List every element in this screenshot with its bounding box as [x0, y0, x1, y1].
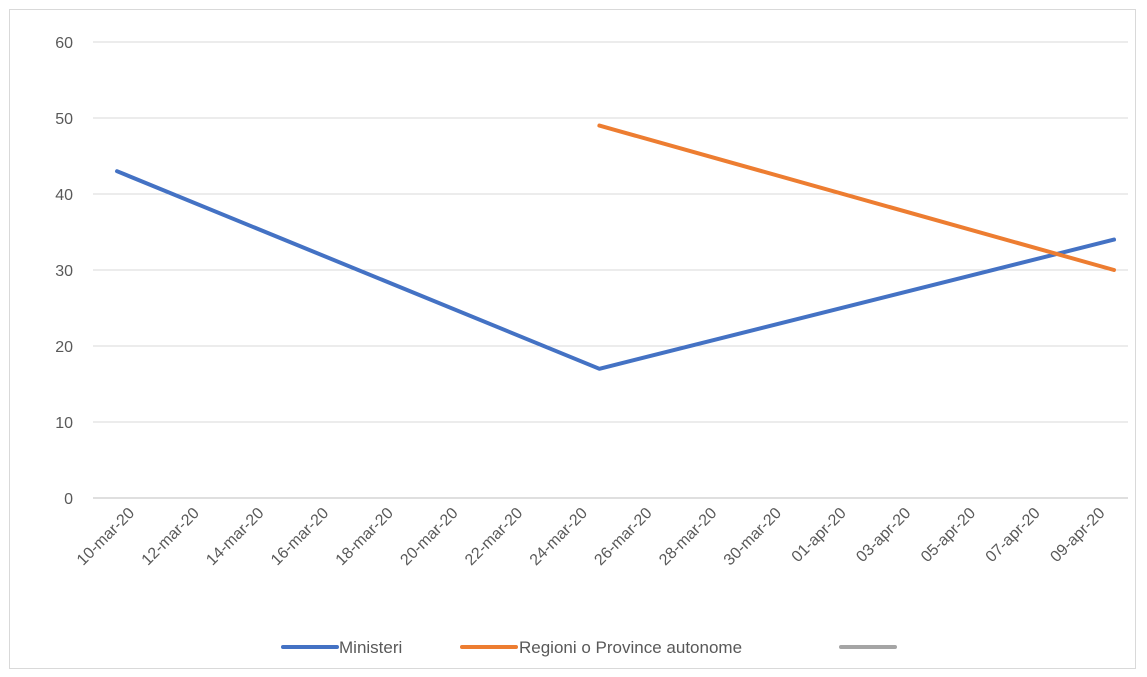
x-tick-label: 26-mar-20 — [591, 505, 655, 569]
x-tick-label: 12-mar-20 — [139, 505, 203, 569]
x-tick-label: 28-mar-20 — [656, 505, 720, 569]
x-tick-label: 22-mar-20 — [462, 505, 526, 569]
y-tick-label: 40 — [55, 187, 73, 204]
y-tick-label: 0 — [64, 491, 73, 508]
legend-label: Ministeri — [339, 638, 402, 657]
legend: Ministeri Regioni o Province autonome — [281, 638, 897, 657]
chart-frame — [9, 9, 1136, 669]
x-tick-label: 16-mar-20 — [268, 505, 332, 569]
y-tick-label: 60 — [55, 35, 73, 52]
series-lines — [115, 123, 1116, 371]
x-tick-label: 20-mar-20 — [397, 505, 461, 569]
x-tick-label: 30-mar-20 — [721, 505, 785, 569]
grid-lines — [93, 41, 1128, 499]
x-tick-label: 01-apr-20 — [789, 505, 850, 566]
y-tick-label: 20 — [55, 339, 73, 356]
x-tick-label: 24-mar-20 — [527, 505, 591, 569]
legend-label: Regioni o Province autonome — [519, 638, 742, 657]
x-tick-label: 07-apr-20 — [983, 505, 1044, 566]
x-tick-label: 05-apr-20 — [918, 505, 979, 566]
y-tick-label: 50 — [55, 111, 73, 128]
x-tick-label: 10-mar-20 — [74, 505, 138, 569]
x-tick-label: 03-apr-20 — [853, 505, 914, 566]
x-tick-label: 09-apr-20 — [1047, 505, 1108, 566]
y-tick-label: 10 — [55, 415, 73, 432]
x-axis-tick-labels: 10-mar-20 12-mar-20 14-mar-20 16-mar-20 18-m… — [74, 505, 1109, 569]
series-line — [597, 123, 1116, 272]
x-tick-label: 14-mar-20 — [203, 505, 267, 569]
series-line — [115, 169, 1116, 371]
y-axis-tick-labels: 0 10 20 30 40 50 60 — [55, 35, 73, 508]
y-tick-label: 30 — [55, 263, 73, 280]
x-tick-label: 18-mar-20 — [333, 505, 397, 569]
